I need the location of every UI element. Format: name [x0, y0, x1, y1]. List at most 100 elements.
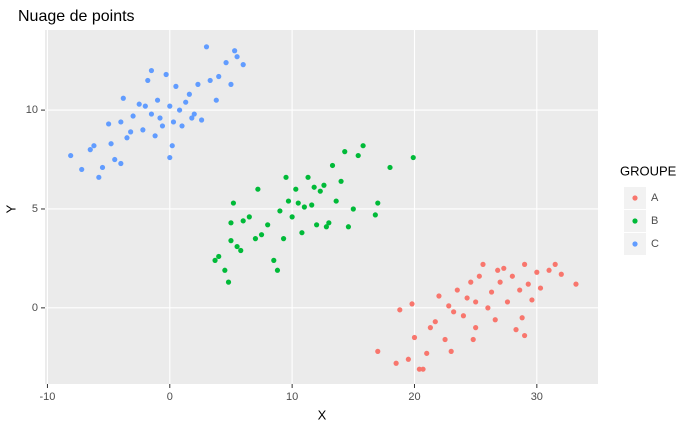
point [167, 154, 173, 161]
point [495, 267, 501, 273]
point [473, 325, 479, 331]
point [176, 107, 183, 113]
point [246, 214, 252, 220]
point [473, 299, 479, 305]
point [108, 141, 114, 147]
point [427, 325, 433, 331]
point [517, 287, 523, 293]
point [189, 115, 195, 121]
point [232, 48, 238, 54]
point [99, 164, 106, 171]
point [442, 336, 448, 343]
point [289, 214, 295, 220]
point [492, 317, 498, 323]
legend-marker [632, 218, 638, 224]
point [321, 182, 327, 188]
point [87, 147, 93, 153]
point [393, 360, 399, 366]
point [170, 119, 177, 125]
point [240, 218, 246, 224]
x-tick-label: 10 [286, 391, 298, 403]
point [136, 101, 142, 107]
point [497, 279, 503, 285]
point [504, 299, 511, 305]
point [299, 230, 305, 236]
point [118, 119, 124, 125]
point [333, 198, 339, 204]
legend-title: GROUPE [620, 163, 677, 178]
point [265, 222, 271, 228]
point [157, 115, 163, 121]
point [195, 81, 201, 87]
x-tick-label: 30 [531, 391, 543, 403]
point [283, 174, 289, 180]
point [480, 261, 486, 267]
point [309, 202, 315, 208]
point [223, 60, 229, 66]
point [285, 198, 292, 204]
point [311, 184, 317, 190]
point [234, 243, 240, 250]
point [432, 319, 438, 325]
point [397, 307, 403, 313]
point [521, 261, 528, 267]
point [416, 366, 422, 372]
x-axis-label: X [318, 407, 327, 422]
y-tick-label: 0 [32, 302, 38, 314]
point [252, 236, 259, 242]
point [186, 91, 192, 97]
point [338, 178, 344, 184]
point [360, 143, 366, 149]
point [154, 97, 161, 103]
point [228, 238, 234, 244]
point [454, 287, 460, 293]
point [513, 327, 519, 333]
point [345, 224, 352, 230]
point [546, 267, 552, 273]
point [280, 236, 287, 242]
point [183, 99, 189, 105]
point [140, 127, 146, 133]
point [225, 279, 232, 285]
point [476, 273, 482, 279]
point [173, 83, 179, 89]
point [203, 44, 210, 50]
point [222, 267, 228, 273]
point [118, 160, 124, 167]
point [169, 143, 175, 149]
point [112, 156, 118, 163]
point [213, 97, 219, 103]
point [120, 95, 126, 101]
point [152, 133, 158, 139]
point [552, 261, 558, 267]
point [191, 111, 197, 117]
point [410, 154, 416, 161]
point [424, 350, 430, 356]
point [130, 113, 136, 119]
point [329, 162, 336, 169]
point [485, 305, 491, 311]
point [387, 164, 393, 171]
point [148, 111, 155, 117]
point [199, 117, 205, 123]
legend-marker [632, 241, 638, 247]
point [411, 334, 418, 341]
point [163, 71, 169, 78]
point [228, 220, 234, 226]
point [274, 267, 281, 273]
point [355, 152, 361, 159]
point [534, 269, 540, 275]
point [228, 81, 234, 87]
point [216, 253, 222, 260]
point [293, 186, 299, 192]
point [159, 123, 166, 129]
point [68, 152, 74, 159]
point [124, 135, 130, 141]
point [460, 313, 467, 319]
legend-marker [632, 195, 638, 201]
legend-label: B [651, 215, 658, 227]
point [106, 121, 112, 127]
point [501, 265, 507, 271]
point [301, 204, 307, 210]
point [573, 281, 579, 287]
